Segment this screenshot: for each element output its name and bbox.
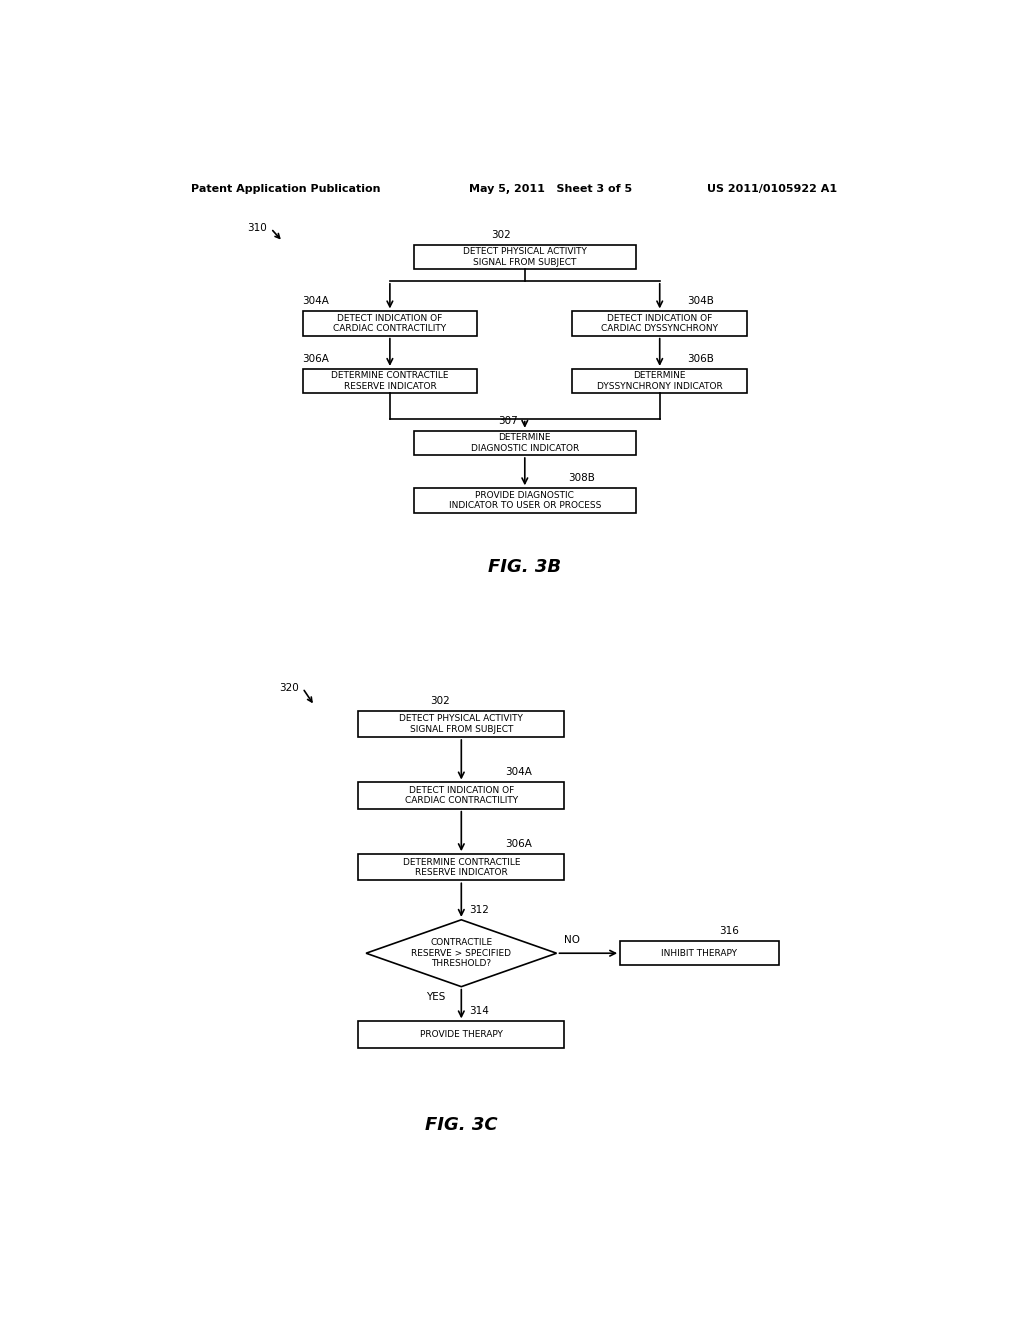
Text: YES: YES [426,991,445,1002]
Text: DETERMINE
DYSSYNCHRONY INDICATOR: DETERMINE DYSSYNCHRONY INDICATOR [597,371,723,391]
Text: DETECT INDICATION OF
CARDIAC CONTRACTILITY: DETECT INDICATION OF CARDIAC CONTRACTILI… [404,785,518,805]
Bar [303,312,477,335]
Bar [358,710,564,737]
Bar [572,368,748,393]
Text: 316: 316 [719,927,739,936]
Text: 302: 302 [430,696,451,706]
Text: 304B: 304B [687,296,715,306]
Bar [358,1022,564,1048]
Text: 310: 310 [247,223,267,234]
Text: 320: 320 [279,682,299,693]
Text: 306A: 306A [303,354,330,364]
Text: PROVIDE THERAPY: PROVIDE THERAPY [420,1030,503,1039]
Text: DETECT PHYSICAL ACTIVITY
SIGNAL FROM SUBJECT: DETECT PHYSICAL ACTIVITY SIGNAL FROM SUB… [399,714,523,734]
Text: May 5, 2011   Sheet 3 of 5: May 5, 2011 Sheet 3 of 5 [469,183,633,194]
Text: 304A: 304A [303,296,330,306]
Text: NO: NO [564,935,581,945]
Polygon shape [367,920,557,986]
Bar [414,246,636,269]
Text: 312: 312 [469,904,489,915]
Text: DETECT PHYSICAL ACTIVITY
SIGNAL FROM SUBJECT: DETECT PHYSICAL ACTIVITY SIGNAL FROM SUB… [463,247,587,267]
Text: 304A: 304A [505,767,531,777]
Text: 302: 302 [492,230,511,240]
Text: US 2011/0105922 A1: US 2011/0105922 A1 [708,183,838,194]
Bar [358,783,564,809]
Bar [414,488,636,512]
Text: 307: 307 [498,416,518,425]
Text: 308B: 308B [568,473,595,483]
Text: FIG. 3C: FIG. 3C [425,1117,498,1134]
Text: DETECT INDICATION OF
CARDIAC DYSSYNCHRONY: DETECT INDICATION OF CARDIAC DYSSYNCHRON… [601,314,718,333]
Bar [303,368,477,393]
Bar [572,312,748,335]
Text: PROVIDE DIAGNOSTIC
INDICATOR TO USER OR PROCESS: PROVIDE DIAGNOSTIC INDICATOR TO USER OR … [449,491,601,510]
Text: 314: 314 [469,1006,489,1016]
Bar [414,430,636,455]
Text: DETECT INDICATION OF
CARDIAC CONTRACTILITY: DETECT INDICATION OF CARDIAC CONTRACTILI… [334,314,446,333]
Text: FIG. 3B: FIG. 3B [488,557,561,576]
Text: DETERMINE
DIAGNOSTIC INDICATOR: DETERMINE DIAGNOSTIC INDICATOR [471,433,579,453]
Bar [620,941,778,965]
Text: DETERMINE CONTRACTILE
RESERVE INDICATOR: DETERMINE CONTRACTILE RESERVE INDICATOR [331,371,449,391]
Text: 306B: 306B [687,354,715,364]
Text: DETERMINE CONTRACTILE
RESERVE INDICATOR: DETERMINE CONTRACTILE RESERVE INDICATOR [402,858,520,876]
Text: 306A: 306A [505,840,531,849]
Bar [358,854,564,880]
Text: CONTRACTILE
RESERVE > SPECIFIED
THRESHOLD?: CONTRACTILE RESERVE > SPECIFIED THRESHOL… [412,939,511,968]
Text: INHIBIT THERAPY: INHIBIT THERAPY [662,949,737,958]
Text: Patent Application Publication: Patent Application Publication [191,183,381,194]
